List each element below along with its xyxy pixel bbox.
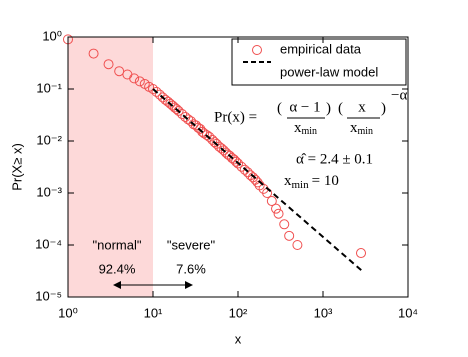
- den: x: [350, 120, 358, 136]
- region-percent: 7.6%: [176, 261, 206, 276]
- data-point: [151, 86, 162, 97]
- data-point: [148, 84, 158, 94]
- data-point: [199, 128, 210, 139]
- y-tick-label: 10⁻¹: [36, 80, 62, 95]
- region-label: "normal": [93, 237, 142, 252]
- legend-label: power-law model: [280, 64, 378, 79]
- data-point: [231, 156, 242, 167]
- x-tick-label: 10³: [314, 305, 333, 320]
- y-tick-label: 10⁻⁵: [35, 288, 62, 303]
- y-tick-label: 10⁻⁴: [35, 236, 62, 251]
- data-point: [242, 167, 253, 178]
- formula-denominator: xmin: [350, 120, 373, 137]
- x-axis-label: x: [235, 331, 242, 346]
- data-point: [271, 203, 282, 214]
- data-point: [356, 248, 367, 259]
- data-point: [103, 59, 114, 70]
- data-point: [88, 48, 99, 59]
- formula-numerator: α − 1: [289, 99, 320, 115]
- y-tick-label: 10⁻²: [36, 132, 62, 147]
- x: x: [284, 173, 292, 189]
- paren: ): [326, 100, 331, 116]
- data-point: [154, 89, 165, 100]
- x-tick-label: 10¹: [144, 305, 163, 320]
- xmin-annotation: xmin = 10: [284, 173, 339, 190]
- arrow-heads: [113, 281, 193, 289]
- paren: (: [338, 100, 343, 116]
- data-point: [236, 161, 247, 172]
- legend-label: empirical data: [280, 41, 362, 56]
- legend-swatch: [252, 45, 262, 55]
- region-percent: 92.4%: [99, 261, 136, 276]
- data-point: [204, 131, 215, 142]
- data-point: [279, 219, 290, 230]
- marks-layer: [63, 34, 367, 273]
- sub: min: [292, 179, 310, 191]
- val: = 10: [312, 173, 339, 189]
- x-tick-label: 10⁰: [58, 305, 78, 320]
- formula-denominator: xmin: [294, 120, 317, 137]
- region-label: "severe": [167, 237, 216, 252]
- y-axis-label: Pr(X≥ x): [9, 143, 24, 191]
- formula-lhs: Pr(x) =: [214, 109, 257, 125]
- x-tick-label: 10²: [229, 305, 248, 320]
- data-point: [252, 177, 263, 188]
- shaded-region: [68, 37, 153, 297]
- data-point: [229, 154, 240, 165]
- paren: ): [381, 100, 386, 116]
- formula-numerator: x: [358, 99, 366, 115]
- x-tick-label: 10⁴: [398, 305, 418, 320]
- data-point: [169, 102, 180, 113]
- formula-exponent: −α: [391, 87, 407, 103]
- data-point: [134, 76, 145, 87]
- alpha-annotation: α̂ = 2.4 ± 0.1: [296, 151, 373, 167]
- model-line: [152, 88, 365, 273]
- data-point: [273, 208, 284, 219]
- y-tick-label: 10⁻³: [36, 184, 62, 199]
- data-point: [284, 230, 295, 241]
- data-point: [173, 105, 184, 116]
- data-point: [292, 240, 303, 250]
- data-point: [266, 196, 277, 207]
- data-point: [177, 109, 188, 120]
- data-point: [239, 164, 250, 175]
- data-point: [129, 73, 140, 84]
- den: x: [294, 120, 302, 136]
- sub: min: [302, 126, 318, 137]
- background-layer: [68, 37, 153, 297]
- paren: (: [277, 100, 282, 116]
- y-tick-label: 10⁰: [42, 28, 62, 43]
- data-point: [233, 158, 243, 169]
- sub: min: [358, 126, 374, 137]
